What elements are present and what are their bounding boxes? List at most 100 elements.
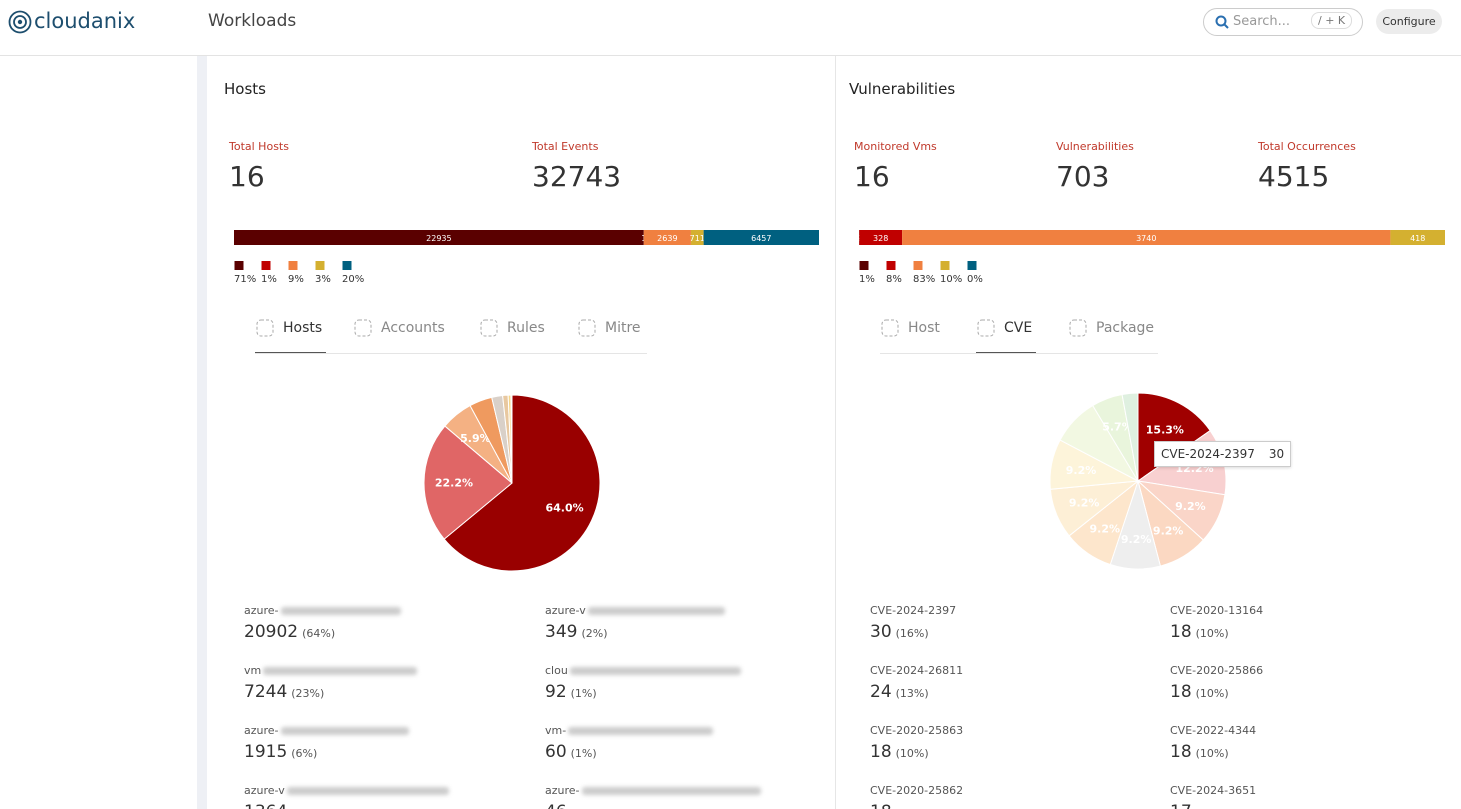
item-row: 46 [545, 802, 567, 809]
redacted [568, 727, 713, 735]
item-value: 18 [1170, 622, 1192, 642]
item-value: 18 [870, 802, 892, 809]
tab[interactable]: CVE [976, 318, 1037, 353]
bar-segment [902, 230, 1391, 245]
item-value: 24 [870, 682, 892, 702]
pie-label: 9.2% [1121, 533, 1152, 546]
item-row: 18 (10%) [870, 742, 929, 762]
item-name: azure-v [545, 604, 586, 617]
item-row: 20902 (64%) [244, 622, 335, 642]
stat-value: 32743 [532, 160, 622, 193]
legend-label: 71% [234, 274, 256, 285]
item-value: 1364 [244, 802, 287, 809]
item-value: 17 [1170, 802, 1192, 809]
tab-underline [880, 353, 1158, 354]
tab[interactable]: Host [880, 318, 944, 352]
item-name: azure- [244, 604, 279, 617]
divider [835, 56, 836, 809]
redacted [588, 607, 725, 615]
pie-label: 9.2% [1069, 497, 1100, 510]
item-value: 92 [545, 682, 567, 702]
pie-label: 9.2% [1089, 523, 1120, 536]
item-share: (10%) [1195, 687, 1229, 700]
pie-label: 5.9% [460, 432, 491, 445]
item-share: (1%) [570, 687, 597, 700]
bar-segment [643, 230, 691, 245]
tab[interactable]: Accounts [353, 318, 449, 352]
item-value: 18 [870, 742, 892, 762]
stat-label: Vulnerabilities [1056, 140, 1134, 153]
tab-icon-shape [480, 319, 498, 337]
redacted [582, 787, 761, 795]
legend-label: 83% [913, 274, 935, 285]
legend-swatch [886, 261, 896, 270]
item-name: CVE-2020-25863 [870, 724, 964, 737]
legend-swatch [261, 261, 271, 270]
item-row: 349 (2%) [545, 622, 608, 642]
redacted [281, 607, 401, 615]
pie-label: 22.2% [435, 477, 473, 490]
stat-value: 16 [854, 160, 890, 193]
tab-icon [977, 319, 995, 337]
pie-chart: 64.0% 22.2% 5.9% [423, 394, 601, 572]
item-share: (64%) [302, 627, 336, 640]
configure-button[interactable]: Configure [1376, 9, 1442, 34]
bar-segment [703, 230, 819, 245]
item-name: CVE-2024-2397 [870, 604, 957, 617]
redacted [287, 787, 449, 795]
tab-icon [881, 319, 899, 337]
legend-swatch [967, 261, 977, 270]
item-row: 17 [1170, 802, 1192, 809]
item-name: CVE-2024-26811 [870, 664, 964, 677]
bar-label: 2639 [657, 234, 677, 243]
logo[interactable]: cloudanix [34, 9, 136, 33]
item-share: (10%) [895, 747, 929, 760]
tab-icon-shape [881, 319, 899, 337]
tab[interactable]: Rules [479, 318, 549, 352]
item-name: CVE-2022-4344 [1170, 724, 1257, 737]
item-share: (16%) [895, 627, 929, 640]
pie-slice [443, 394, 601, 572]
tab-underline [255, 353, 647, 354]
item-value: 349 [545, 622, 578, 642]
bar-label: 22935 [426, 234, 451, 243]
pie-label: 5.7% [1102, 421, 1133, 434]
item-value: 46 [545, 802, 567, 809]
legend-swatch [315, 261, 325, 270]
tooltip-label: CVE-2024-2397 [1161, 447, 1255, 461]
legend-swatch [859, 261, 869, 270]
shortcut: / + K [1311, 12, 1353, 29]
stat-value: 16 [229, 160, 265, 193]
tab[interactable]: Hosts [255, 318, 327, 353]
item-row: 1915 (6%) [244, 742, 317, 762]
tab-label: Package [1096, 320, 1155, 336]
stat-label: Total Hosts [229, 140, 289, 153]
legend-label: 9% [288, 274, 304, 285]
tab-icon-shape [1069, 319, 1087, 337]
item-share: (6%) [291, 747, 318, 760]
item-row: 1364 [244, 802, 287, 809]
tab[interactable]: Package [1068, 318, 1158, 352]
legend-swatch [940, 261, 950, 270]
item-value: 60 [545, 742, 567, 762]
legend-swatch [342, 261, 352, 270]
tooltip: CVE-2024-2397 30 [1154, 441, 1292, 467]
divider [197, 56, 207, 809]
pie-label: 64.0% [545, 502, 583, 515]
item-share: (10%) [1195, 747, 1229, 760]
item-row: 18 (10%) [1170, 682, 1229, 702]
redacted [281, 727, 409, 735]
tab-label: Accounts [381, 320, 445, 336]
pie-label: 9.2% [1175, 500, 1206, 513]
bar-segment [1390, 230, 1445, 245]
tab[interactable]: Mitre [577, 318, 645, 352]
bar-segment [234, 230, 644, 245]
stat-label: Total Occurrences [1258, 140, 1356, 153]
tab-icon-shape [256, 319, 274, 337]
pie-label: 9.2% [1153, 525, 1184, 538]
bar-label: 328 [873, 234, 888, 243]
legend-swatch [288, 261, 298, 270]
item-name: clou [545, 664, 568, 677]
search-box[interactable]: Search... / + K [1203, 8, 1363, 36]
item-name: vm- [545, 724, 567, 737]
